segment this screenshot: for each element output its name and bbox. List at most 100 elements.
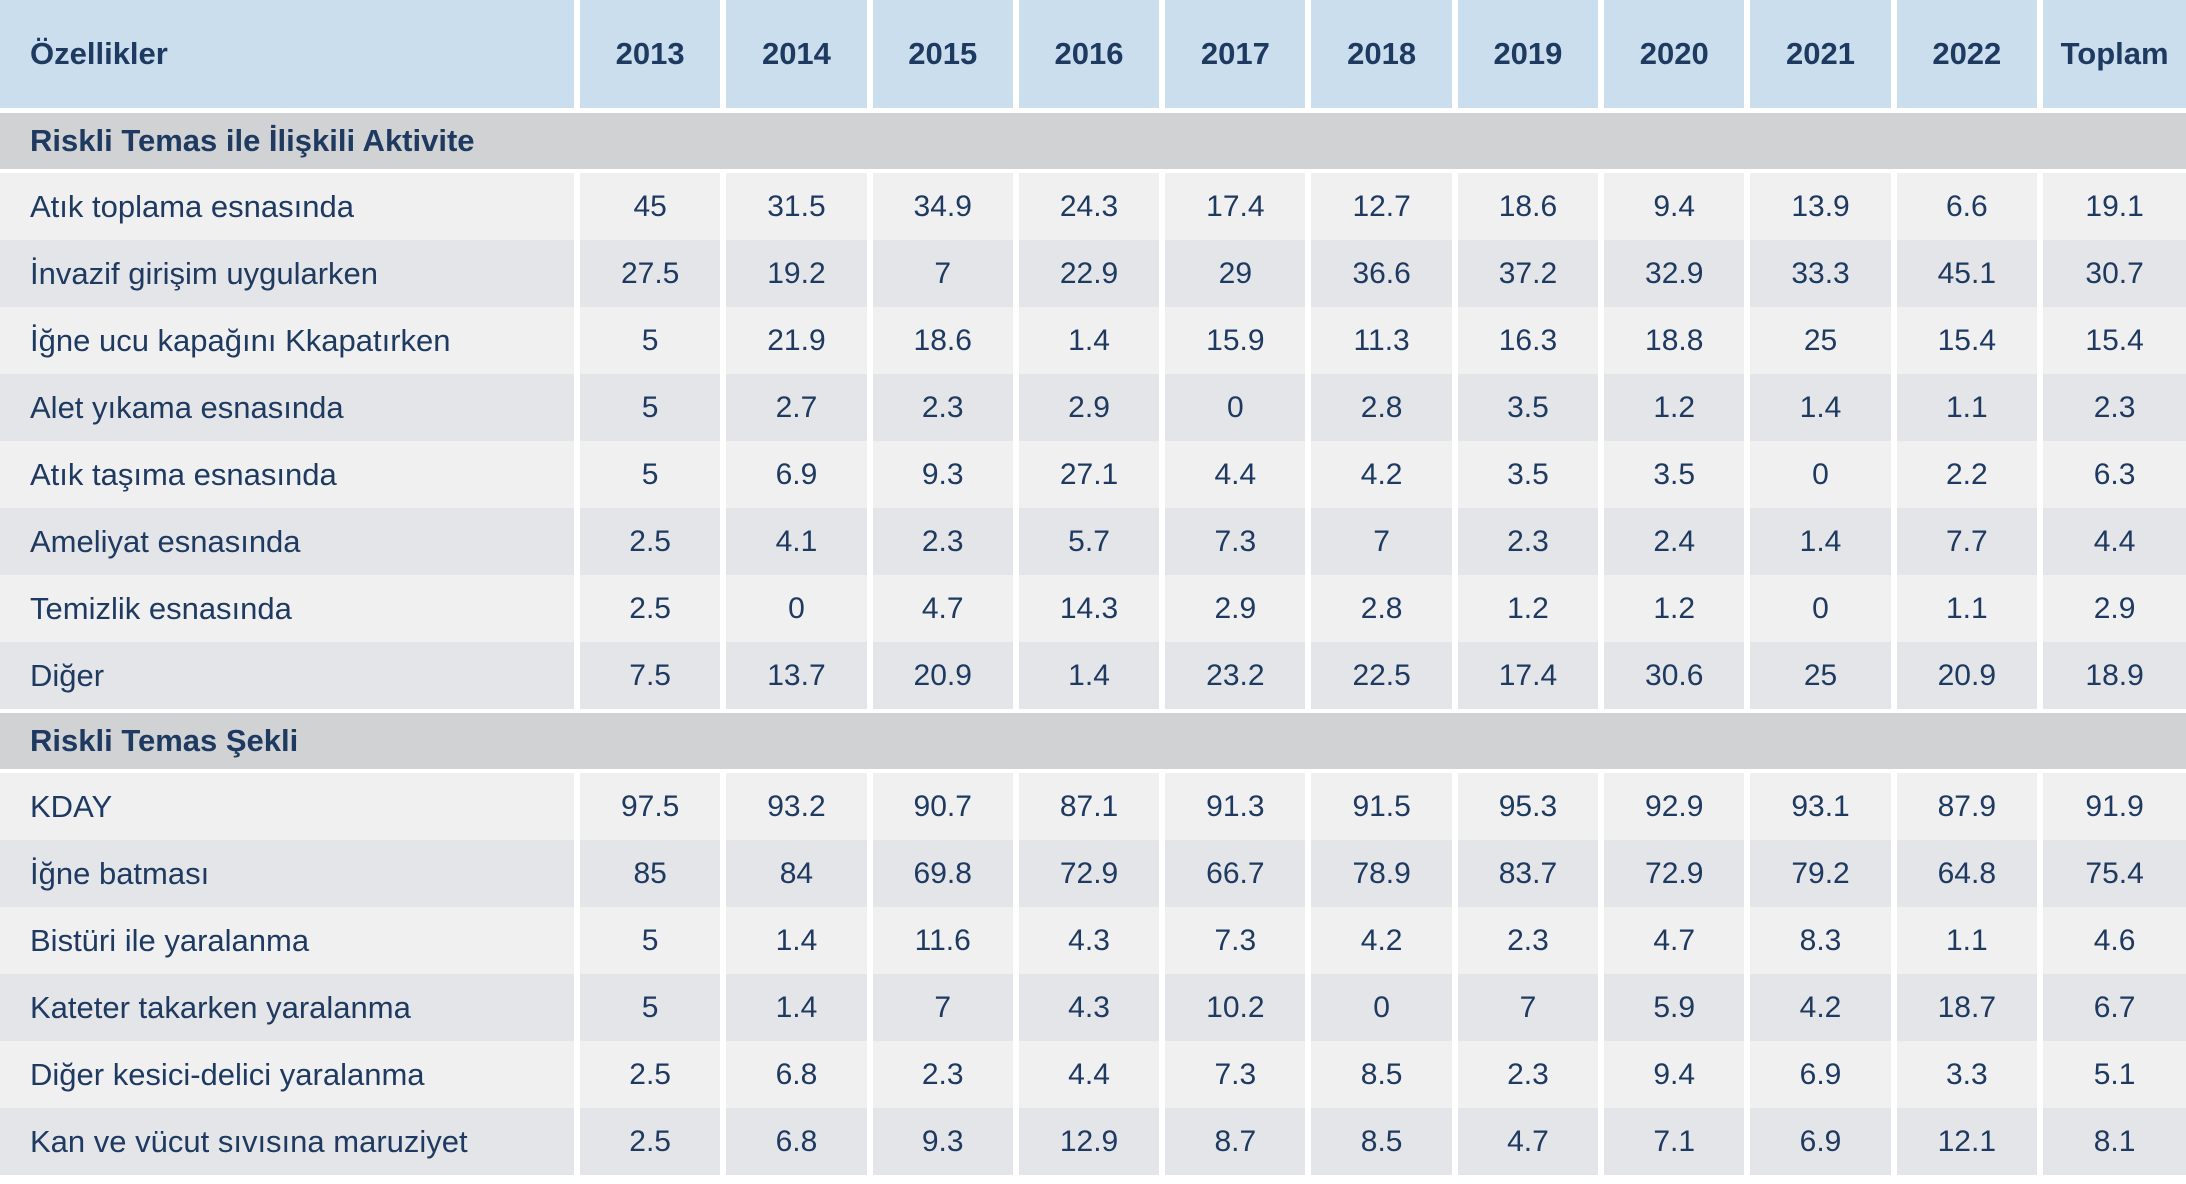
value-cell: 8.5 <box>1305 1041 1455 1108</box>
value-cell: 4.4 <box>1012 1041 1163 1108</box>
value-cell: 20.9 <box>866 642 1016 711</box>
value-cell: 1.2 <box>1598 374 1748 441</box>
value-cell: 2.8 <box>1305 374 1455 441</box>
value-cell: 5 <box>573 307 724 374</box>
value-cell: 7 <box>866 240 1016 307</box>
value-cell: 19.2 <box>720 240 870 307</box>
value-cell: 3.5 <box>1451 374 1602 441</box>
value-cell: 4.1 <box>720 508 870 575</box>
value-cell: 12.7 <box>1305 171 1455 240</box>
value-cell: 12.9 <box>1012 1108 1163 1175</box>
value-cell: 87.1 <box>1012 771 1163 840</box>
value-cell: 15.9 <box>1159 307 1309 374</box>
value-cell: 2.9 <box>1012 374 1163 441</box>
value-cell: 13.7 <box>720 642 870 711</box>
row-label: Bistüri ile yaralanma <box>0 907 577 974</box>
value-cell: 15.4 <box>2036 307 2186 374</box>
value-cell: 2.3 <box>1451 508 1602 575</box>
value-cell: 3.5 <box>1451 441 1602 508</box>
row-label: Ameliyat esnasında <box>0 508 577 575</box>
value-cell: 19.1 <box>2036 171 2186 240</box>
value-cell: 7.5 <box>573 642 724 711</box>
column-header-2022: 2022 <box>1890 0 2040 113</box>
value-cell: 4.3 <box>1012 974 1163 1041</box>
column-header-2018: 2018 <box>1305 0 1455 113</box>
table-row: Kan ve vücut sıvısına maruziyet 2.5 6.8 9.3… <box>0 1108 2186 1175</box>
value-cell: 6.7 <box>2036 974 2186 1041</box>
value-cell: 29 <box>1159 240 1309 307</box>
table-row: Ameliyat esnasında 2.5 4.1 2.3 5.7 7.3 7 2.3 2.4… <box>0 508 2186 575</box>
value-cell: 2.5 <box>573 1108 724 1175</box>
value-cell: 1.4 <box>1744 508 1894 575</box>
value-cell: 6.3 <box>2036 441 2186 508</box>
value-cell: 3.3 <box>1890 1041 2040 1108</box>
value-cell: 85 <box>573 840 724 907</box>
row-label: Diğer kesici-delici yaralanma <box>0 1041 577 1108</box>
row-label: İnvazif girişim uygularken <box>0 240 577 307</box>
value-cell: 4.6 <box>2036 907 2186 974</box>
value-cell: 7.3 <box>1159 508 1309 575</box>
table-body: Riskli Temas ile İlişkili Aktivite Atık t… <box>0 108 2186 1175</box>
value-cell: 5 <box>573 974 724 1041</box>
value-cell: 36.6 <box>1305 240 1455 307</box>
value-cell: 93.1 <box>1744 771 1894 840</box>
value-cell: 8.3 <box>1744 907 1894 974</box>
value-cell: 95.3 <box>1451 771 1602 840</box>
value-cell: 7 <box>866 974 1016 1041</box>
value-cell: 2.3 <box>2036 374 2186 441</box>
value-cell: 93.2 <box>720 771 870 840</box>
value-cell: 2.5 <box>573 575 724 642</box>
column-header-2019: 2019 <box>1451 0 1602 113</box>
section-header-row: Riskli Temas ile İlişkili Aktivite <box>0 108 2186 173</box>
value-cell: 4.2 <box>1744 974 1894 1041</box>
row-label: Atık toplama esnasında <box>0 171 577 240</box>
value-cell: 6.9 <box>720 441 870 508</box>
value-cell: 4.4 <box>2036 508 2186 575</box>
column-header-2021: 2021 <box>1744 0 1894 113</box>
table-row: İğne batması 85 84 69.8 72.9 66.7 78.9 83.7 72.9… <box>0 840 2186 907</box>
value-cell: 2.5 <box>573 508 724 575</box>
value-cell: 2.9 <box>1159 575 1309 642</box>
column-header-2016: 2016 <box>1012 0 1163 113</box>
value-cell: 0 <box>1305 974 1455 1041</box>
value-cell: 23.2 <box>1159 642 1309 711</box>
value-cell: 75.4 <box>2036 840 2186 907</box>
value-cell: 18.6 <box>1451 171 1602 240</box>
table-header: Özellikler 2013 2014 2015 2016 2017 2018… <box>0 0 2186 113</box>
value-cell: 9.3 <box>866 441 1016 508</box>
value-cell: 2.3 <box>866 1041 1016 1108</box>
value-cell: 12.1 <box>1890 1108 2040 1175</box>
row-label: Kateter takarken yaralanma <box>0 974 577 1041</box>
table-row: Alet yıkama esnasında 5 2.7 2.3 2.9 0 2.8 3.5 1.… <box>0 374 2186 441</box>
value-cell: 31.5 <box>720 171 870 240</box>
value-cell: 25 <box>1744 642 1894 711</box>
value-cell: 2.2 <box>1890 441 2040 508</box>
table-row: Diğer kesici-delici yaralanma 2.5 6.8 2.3 4.… <box>0 1041 2186 1108</box>
value-cell: 4.3 <box>1012 907 1163 974</box>
value-cell: 97.5 <box>573 771 724 840</box>
header-row: Özellikler 2013 2014 2015 2016 2017 2018… <box>0 0 2186 113</box>
value-cell: 25 <box>1744 307 1894 374</box>
value-cell: 4.7 <box>866 575 1016 642</box>
row-label: Atık taşıma esnasında <box>0 441 577 508</box>
value-cell: 16.3 <box>1451 307 1602 374</box>
value-cell: 91.5 <box>1305 771 1455 840</box>
row-label: Diğer <box>0 642 577 711</box>
value-cell: 6.9 <box>1744 1108 1894 1175</box>
value-cell: 45 <box>573 171 724 240</box>
value-cell: 22.5 <box>1305 642 1455 711</box>
table-row: Atık toplama esnasında 45 31.5 34.9 24.3 17.4… <box>0 171 2186 240</box>
value-cell: 84 <box>720 840 870 907</box>
column-header-2013: 2013 <box>573 0 724 113</box>
row-label: KDAY <box>0 771 577 840</box>
value-cell: 87.9 <box>1890 771 2040 840</box>
value-cell: 7.3 <box>1159 907 1309 974</box>
value-cell: 8.7 <box>1159 1108 1309 1175</box>
value-cell: 18.8 <box>1598 307 1748 374</box>
value-cell: 69.8 <box>866 840 1016 907</box>
value-cell: 24.3 <box>1012 171 1163 240</box>
value-cell: 37.2 <box>1451 240 1602 307</box>
value-cell: 18.7 <box>1890 974 2040 1041</box>
value-cell: 6.8 <box>720 1041 870 1108</box>
column-header-2015: 2015 <box>866 0 1016 113</box>
